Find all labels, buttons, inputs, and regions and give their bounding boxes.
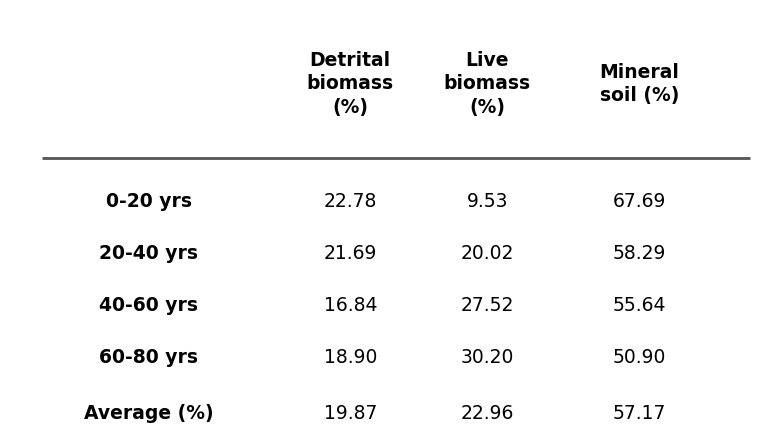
Text: 9.53: 9.53 — [467, 192, 508, 211]
Text: 60-80 yrs: 60-80 yrs — [99, 348, 198, 367]
Text: 58.29: 58.29 — [613, 244, 666, 263]
Text: 40-60 yrs: 40-60 yrs — [99, 296, 198, 315]
Text: 0-20 yrs: 0-20 yrs — [105, 192, 191, 211]
Text: 20.02: 20.02 — [461, 244, 514, 263]
Text: 27.52: 27.52 — [461, 296, 514, 315]
Text: 19.87: 19.87 — [324, 404, 377, 422]
Text: 55.64: 55.64 — [613, 296, 666, 315]
Text: 16.84: 16.84 — [324, 296, 377, 315]
Text: 22.78: 22.78 — [324, 192, 377, 211]
Text: 22.96: 22.96 — [461, 404, 514, 422]
Text: Live
biomass
(%): Live biomass (%) — [444, 51, 531, 117]
Text: 18.90: 18.90 — [324, 348, 377, 367]
Text: Average (%): Average (%) — [84, 404, 214, 422]
Text: 21.69: 21.69 — [324, 244, 377, 263]
Text: 20-40 yrs: 20-40 yrs — [99, 244, 198, 263]
Text: Mineral
soil (%): Mineral soil (%) — [599, 63, 679, 105]
Text: Detrital
biomass
(%): Detrital biomass (%) — [307, 51, 394, 117]
Text: 57.17: 57.17 — [613, 404, 666, 422]
Text: 67.69: 67.69 — [613, 192, 666, 211]
Text: 30.20: 30.20 — [461, 348, 514, 367]
Text: 50.90: 50.90 — [613, 348, 666, 367]
